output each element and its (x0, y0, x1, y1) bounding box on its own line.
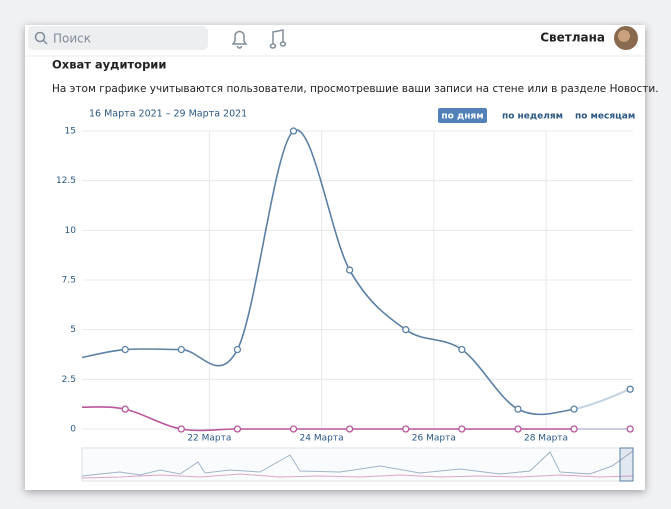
x-tick-label: 26 Марта (412, 434, 456, 444)
date-range[interactable]: 16 Марта 2021 – 29 Марта 2021 (89, 109, 247, 120)
data-point[interactable] (402, 425, 410, 433)
notifications-icon[interactable] (231, 30, 248, 49)
y-tick-label: 12.5 (56, 176, 76, 186)
y-tick-label: 7.5 (62, 276, 76, 286)
y-tick-label: 10 (65, 226, 77, 236)
series-line (81, 129, 631, 416)
y-tick-label: 15 (65, 127, 76, 137)
data-point[interactable] (458, 425, 466, 433)
x-tick-label: 24 Марта (300, 434, 344, 444)
search-icon-handle (42, 39, 48, 45)
data-point[interactable] (458, 345, 466, 354)
section-title: Охват аудитории (52, 58, 166, 72)
navigator-window[interactable] (619, 447, 634, 482)
section-description: На этом графике учитываются пользователи… (52, 83, 659, 95)
y-tick-label: 5 (70, 325, 76, 335)
data-point[interactable] (177, 345, 185, 354)
data-point[interactable] (514, 425, 522, 433)
data-point[interactable] (402, 326, 410, 334)
data-point[interactable] (570, 425, 578, 433)
incomplete-segment (573, 388, 631, 411)
data-point[interactable] (514, 405, 522, 413)
data-point[interactable] (570, 405, 578, 413)
data-point[interactable] (121, 405, 129, 413)
navigator-line (81, 450, 634, 477)
data-point[interactable] (233, 345, 242, 354)
data-point[interactable] (177, 425, 185, 433)
data-point[interactable] (289, 425, 298, 433)
music-icon[interactable] (269, 29, 287, 49)
y-tick-label: 0 (70, 425, 76, 435)
data-point[interactable] (289, 127, 298, 135)
x-tick-label: 28 Марта (524, 434, 568, 444)
search-icon (34, 31, 46, 43)
search-placeholder: Поиск (53, 32, 91, 46)
data-point[interactable] (626, 425, 634, 433)
data-point[interactable] (233, 425, 242, 433)
window (25, 25, 645, 490)
y-tick-label: 2.5 (62, 375, 76, 385)
data-point[interactable] (121, 345, 129, 354)
navigator-line (81, 473, 634, 479)
period-button[interactable]: по дням (441, 112, 483, 122)
x-tick-label: 22 Марта (187, 434, 231, 444)
data-point[interactable] (345, 266, 354, 274)
avatar-face (618, 30, 630, 42)
user-name[interactable]: Светлана (540, 31, 605, 45)
data-point[interactable] (345, 425, 354, 433)
period-button[interactable]: по неделям (502, 112, 563, 122)
data-point[interactable] (626, 385, 634, 393)
period-button[interactable]: по месяцам (575, 112, 635, 122)
search-box[interactable] (28, 26, 208, 50)
period-button-bg (438, 108, 487, 123)
series-line (81, 406, 631, 432)
